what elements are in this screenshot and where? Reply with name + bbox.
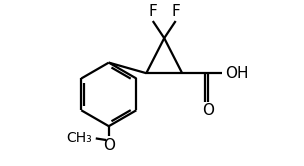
Text: OH: OH	[225, 66, 249, 81]
Text: O: O	[103, 138, 115, 153]
Text: CH₃: CH₃	[66, 131, 92, 145]
Text: O: O	[202, 103, 214, 118]
Text: F: F	[148, 4, 157, 19]
Text: F: F	[171, 4, 180, 19]
